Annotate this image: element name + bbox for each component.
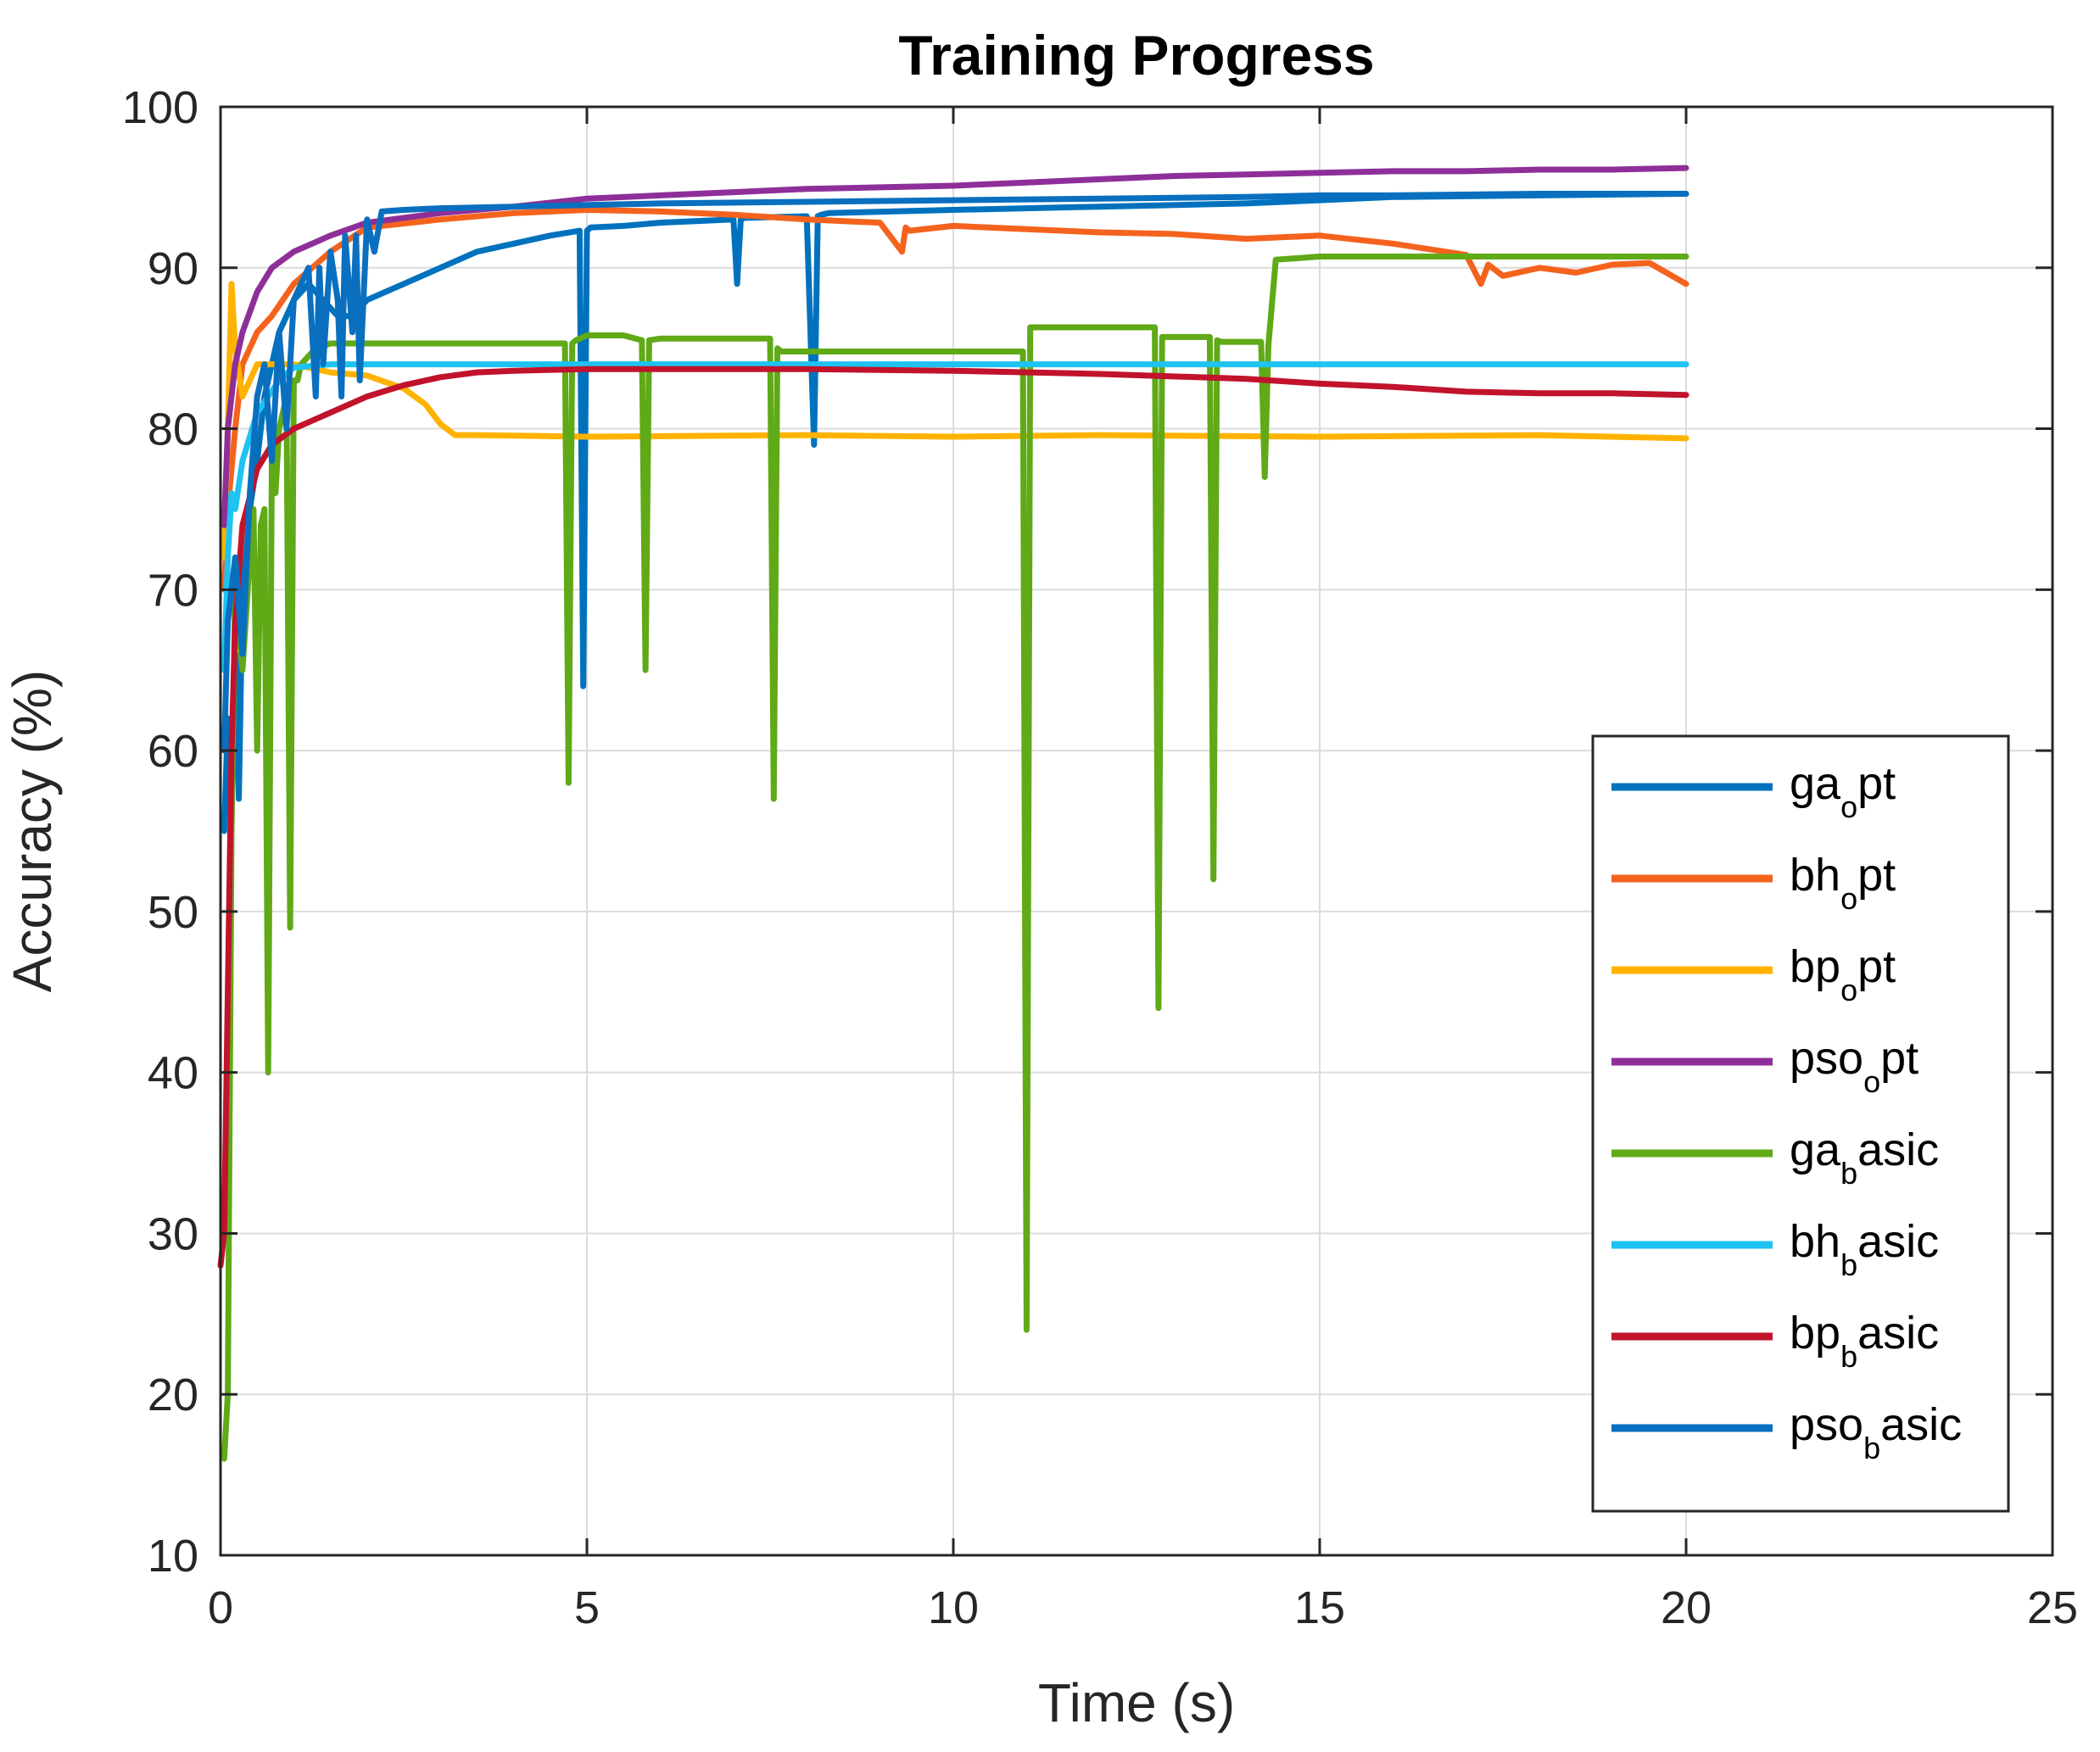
x-tick-label: 10 xyxy=(928,1582,979,1633)
x-axis-label: Time (s) xyxy=(1038,1672,1235,1733)
legend-label-pso-basic: psobasic xyxy=(1790,1399,1962,1465)
y-tick-label: 90 xyxy=(148,243,198,294)
x-tick-label: 20 xyxy=(1661,1582,1712,1633)
y-tick-label: 60 xyxy=(148,726,198,777)
plot-frame xyxy=(219,105,2054,1557)
y-tick-label: 20 xyxy=(148,1370,198,1420)
legend-label-ga-basic: gabasic xyxy=(1790,1124,1939,1191)
series-lines xyxy=(217,165,1689,1462)
y-tick-label: 100 xyxy=(122,82,198,133)
legend-label-pso-opt: psoopt xyxy=(1790,1033,1918,1099)
y-axis-label: Accuracy (%) xyxy=(2,670,63,993)
y-tick-label: 50 xyxy=(148,887,198,938)
x-tick-label: 5 xyxy=(574,1582,600,1633)
legend-label-bp-opt: bpopt xyxy=(1790,941,1896,1007)
x-tick-label: 15 xyxy=(1294,1582,1345,1633)
legend-label-bh-opt: bhopt xyxy=(1790,850,1896,916)
series-line-ga-basic xyxy=(221,254,1689,1462)
chart-title: Training Progress xyxy=(898,24,1374,86)
y-tick-label: 10 xyxy=(148,1531,198,1582)
y-tick-label: 30 xyxy=(148,1208,198,1259)
y-tick-label: 80 xyxy=(148,405,198,455)
legend-label-ga-opt: gaopt xyxy=(1790,758,1896,824)
ticks: 0 5 10 15 20 25 10 20 30 40 50 60 70 80 90 100 xyxy=(122,82,2078,1633)
series-line-pso-opt xyxy=(221,165,1689,528)
legend: gaopt bhopt bpopt psoopt gabasic bhbasic bpbas… xyxy=(1591,734,2010,1513)
legend-label-bp-basic: bpbasic xyxy=(1790,1308,1939,1374)
y-tick-label: 40 xyxy=(148,1048,198,1099)
y-tick-label: 70 xyxy=(148,565,198,616)
legend-box xyxy=(1591,734,2010,1513)
legend-label-bh-basic: bhbasic xyxy=(1790,1216,1939,1282)
series-line-bh-opt xyxy=(221,207,1689,593)
x-tick-label: 25 xyxy=(2027,1582,2078,1633)
x-tick-label: 0 xyxy=(208,1582,233,1633)
series-line-bh-basic xyxy=(221,361,1689,673)
series-line-pso-basic xyxy=(221,191,1689,754)
grid xyxy=(221,107,2053,1555)
